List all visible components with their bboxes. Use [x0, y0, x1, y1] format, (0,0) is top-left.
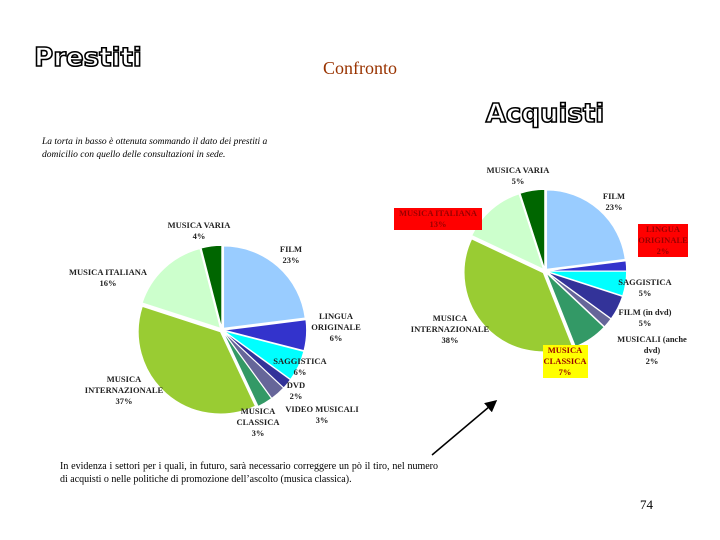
pie-slice	[519, 189, 546, 269]
value-label: 37%	[115, 396, 133, 406]
pie-slice	[224, 330, 305, 380]
category-label: LINGUA ORIGINALE	[638, 224, 688, 245]
slice-label: VIDEO MUSICALI 3%	[277, 404, 367, 426]
heading: Confronto	[323, 58, 397, 78]
category-label: MUSICA CLASSICA	[543, 345, 587, 366]
pie-slice	[546, 189, 626, 270]
category-label: MUSICA VARIA	[486, 165, 550, 175]
category-label: DVD	[286, 380, 306, 390]
pie-slice	[547, 270, 627, 297]
arrow	[431, 400, 498, 456]
category-label: SAGGISTICA	[273, 356, 327, 366]
slice-label: MUSICALI (anche dvd) 2%	[617, 334, 687, 367]
category-label: MUSICA ITALIANA	[398, 208, 477, 218]
note: La torta in basso è ottenuta sommando il…	[42, 137, 268, 160]
category-label: FILM (in dvd)	[618, 307, 672, 317]
value-label: 6%	[293, 367, 307, 377]
slice-label: FILM 23%	[271, 244, 311, 266]
value-label: 3%	[251, 428, 265, 438]
value-label: 5%	[638, 288, 652, 298]
value-label: 4%	[192, 231, 206, 241]
value-label: 38%	[441, 335, 459, 345]
page-number: 74	[640, 497, 653, 512]
slice-label: MUSICA CLASSICA 7%	[542, 345, 588, 378]
value-label: 23%	[282, 255, 300, 265]
slice-label: MUSICA CLASSICA 3%	[233, 406, 283, 439]
pie-slice	[471, 193, 545, 270]
value-label: 2%	[645, 356, 659, 366]
pie-slice	[222, 331, 273, 407]
comment: In evidenza i settori per i quali, in fu…	[60, 461, 438, 485]
category-label: FILM	[279, 244, 303, 254]
slice-label: MUSICA VARIA 4%	[159, 220, 239, 242]
category-label: MUSICA VARIA	[167, 220, 231, 230]
value-label: 5%	[638, 318, 652, 328]
value-label: 13%	[429, 219, 447, 229]
pie-slice	[546, 271, 623, 320]
value-label: 7%	[558, 367, 572, 377]
value-label: 6%	[329, 333, 343, 343]
category-label: VIDEO MUSICALI	[285, 404, 359, 414]
slice-label: SAGGISTICA 5%	[615, 277, 675, 299]
slice-label: LINGUA ORIGINALE 6%	[306, 311, 366, 344]
slice-label: MUSICA INTERNAZIONALE 37%	[74, 374, 174, 407]
category-label: MUSICALI (anche dvd)	[617, 334, 687, 355]
slice-label: FILM 23%	[594, 191, 634, 213]
category-label: SAGGISTICA	[618, 277, 672, 287]
pie-slice	[200, 245, 223, 328]
value-label: 3%	[315, 415, 329, 425]
value-label: 16%	[99, 278, 117, 288]
category-label: MUSICA INTERNAZIONALE	[410, 313, 490, 334]
pie-slice	[224, 319, 307, 352]
pie-slice	[138, 306, 256, 415]
category-label: FILM	[602, 191, 626, 201]
slice-label: SAGGISTICA 6%	[270, 356, 330, 378]
pie-slice	[223, 331, 284, 399]
slice-label: DVD 2%	[281, 380, 311, 402]
pie-slice	[141, 248, 221, 329]
slice-label: MUSICA ITALIANA 16%	[58, 267, 158, 289]
category-label: MUSICA CLASSICA	[236, 406, 280, 427]
chart-title: Prestiti	[34, 43, 142, 73]
category-label: MUSICA ITALIANA	[68, 267, 147, 277]
slice-label: MUSICA INTERNAZIONALE 38%	[400, 313, 500, 346]
value-label: 23%	[605, 202, 623, 212]
slice-label: FILM (in dvd) 5%	[610, 307, 680, 329]
slice-label: MUSICA ITALIANA 13%	[394, 208, 482, 230]
category-label: MUSICA INTERNAZIONALE	[84, 374, 164, 395]
pie-slice	[546, 272, 612, 328]
chart-title: Acquisti	[486, 99, 604, 129]
slice-label: MUSICA VARIA 5%	[478, 165, 558, 187]
slice-label: LINGUA ORIGINALE 2%	[638, 224, 688, 257]
pie-slice	[547, 260, 627, 272]
value-label: 5%	[511, 176, 525, 186]
value-label: 2%	[289, 391, 303, 401]
category-label: LINGUA ORIGINALE	[311, 311, 361, 332]
value-label: 2%	[656, 246, 670, 256]
pie-slice	[223, 245, 306, 329]
